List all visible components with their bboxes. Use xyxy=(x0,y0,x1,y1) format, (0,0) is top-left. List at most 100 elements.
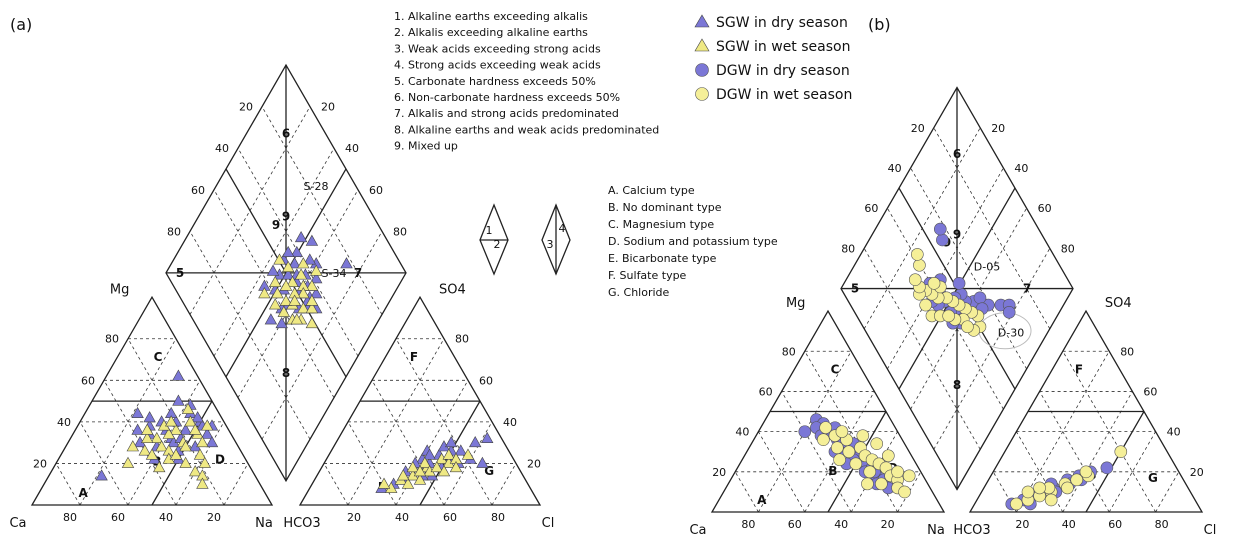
data-point xyxy=(140,423,154,435)
anion-bottom-tick: 40 xyxy=(1062,518,1076,531)
anion-grid-line xyxy=(491,463,517,506)
data-point xyxy=(430,460,444,473)
data-point xyxy=(95,469,108,481)
legend-type-item: G. Chloride xyxy=(608,286,670,299)
piper-panel-a: 80 80 20 80 80 80 60 60 40 60 60 60 40 40 60 40 40 40 20 20… xyxy=(9,15,554,531)
cation-grid-line xyxy=(897,471,922,513)
data-point xyxy=(449,460,463,473)
mg-tick: 40 xyxy=(735,426,749,439)
data-point xyxy=(286,275,299,288)
legend-type-item: C. Magnesium type xyxy=(608,218,714,231)
key-diamond-left xyxy=(479,203,509,276)
data-point xyxy=(131,406,144,419)
data-point xyxy=(196,435,209,448)
data-point xyxy=(169,423,183,435)
data-point xyxy=(179,456,192,468)
data-point xyxy=(902,469,916,483)
so4-tick: 80 xyxy=(455,333,469,346)
anion-bottom-tick: 20 xyxy=(347,511,361,524)
diamond-left-tick: 60 xyxy=(864,202,878,215)
data-point xyxy=(205,435,219,448)
data-point xyxy=(169,448,183,460)
anion-grid-line xyxy=(395,338,493,506)
anion-bottom-tick: 80 xyxy=(1155,518,1169,531)
data-point xyxy=(126,440,140,452)
data-point xyxy=(461,448,475,460)
data-point xyxy=(121,456,135,468)
data-point xyxy=(131,423,144,435)
diamond-left-tick: 40 xyxy=(215,142,229,155)
legend-marker-triangle xyxy=(694,38,710,52)
anion-triangle xyxy=(298,295,542,506)
so4-tick: 40 xyxy=(1167,426,1181,439)
data-point xyxy=(200,419,214,431)
data-point xyxy=(480,431,494,444)
diamond-left-tick: 20 xyxy=(239,101,253,114)
so4-tick: 80 xyxy=(1120,345,1134,358)
diamond-left-tick: 20 xyxy=(911,122,925,135)
cation-zone-d: D xyxy=(215,452,225,466)
mg-axis-label: Mg xyxy=(786,296,805,311)
sample-label-d30: D-30 xyxy=(998,327,1024,340)
data-point xyxy=(162,427,176,439)
data-point xyxy=(184,415,197,427)
legend-series: SGW in dry season SGW in wet season DGW in… xyxy=(694,14,852,103)
diamond-zone-6: 6 xyxy=(953,147,961,161)
anion-zone-g: G xyxy=(1148,471,1158,485)
so4-axis-label: SO4 xyxy=(1105,296,1132,311)
data-point xyxy=(279,279,293,291)
data-point xyxy=(264,313,278,325)
data-point xyxy=(875,477,888,491)
legend-number-item: 9. Mixed up xyxy=(394,140,458,153)
diamond-left-tick: 80 xyxy=(167,225,181,238)
cation-bottom-tick: 80 xyxy=(63,511,77,524)
data-point xyxy=(911,248,924,261)
diamond-right-tick: 40 xyxy=(345,142,359,155)
anion-zone-g: G xyxy=(484,464,494,478)
sample-label-s34: S-34 xyxy=(322,267,347,280)
data-point xyxy=(913,258,926,272)
sample-label-s28: S-28 xyxy=(304,180,329,193)
data-point xyxy=(1010,497,1023,511)
data-point xyxy=(305,302,319,314)
legend-number-item: 6. Non-carbonate hardness exceeds 50% xyxy=(394,91,620,104)
mg-tick: 20 xyxy=(33,457,47,470)
legend-series-label: DGW in dry season xyxy=(716,63,850,79)
data-point xyxy=(973,291,987,305)
data-point xyxy=(468,435,482,448)
diamond-right-tick: 80 xyxy=(1061,242,1075,255)
data-point xyxy=(423,448,436,460)
mg-tick: 20 xyxy=(712,466,726,479)
mg-axis-label: Mg xyxy=(110,282,129,297)
legend-number-item: 4. Strong acids exceeding weak acids xyxy=(394,59,601,72)
data-point xyxy=(833,453,846,467)
anion-grid-line xyxy=(1016,351,1110,513)
anion-grid-line xyxy=(1062,351,1156,513)
key-diamond-label-4: 4 xyxy=(559,222,566,235)
na-axis-label: Na xyxy=(927,523,945,538)
data-point xyxy=(164,415,178,427)
cation-grid-line xyxy=(55,463,81,506)
data-point xyxy=(442,448,456,460)
legend-number-item: 1. Alkaline earths exceeding alkalis xyxy=(394,10,588,23)
diamond-zone-9: 9 xyxy=(953,227,961,241)
data-point xyxy=(145,448,159,460)
diamond-left-tick: 60 xyxy=(191,184,205,197)
data-point xyxy=(830,441,844,455)
cation-grid-line xyxy=(79,338,177,506)
data-point xyxy=(266,264,280,276)
data-point xyxy=(340,257,353,269)
key-diamond-label-1: 1 xyxy=(486,224,493,237)
data-point xyxy=(942,309,955,323)
data-point xyxy=(290,245,304,258)
data-point xyxy=(143,411,156,423)
so4-tick: 60 xyxy=(1143,385,1157,398)
legend-series-label: SGW in dry season xyxy=(716,15,848,31)
anion-grid-line xyxy=(1155,471,1180,513)
data-point xyxy=(200,427,214,439)
data-point xyxy=(927,277,941,290)
diamond-zone-9: 9 xyxy=(282,210,290,224)
data-point xyxy=(297,302,310,314)
data-point xyxy=(277,305,291,317)
data-point xyxy=(842,445,856,459)
